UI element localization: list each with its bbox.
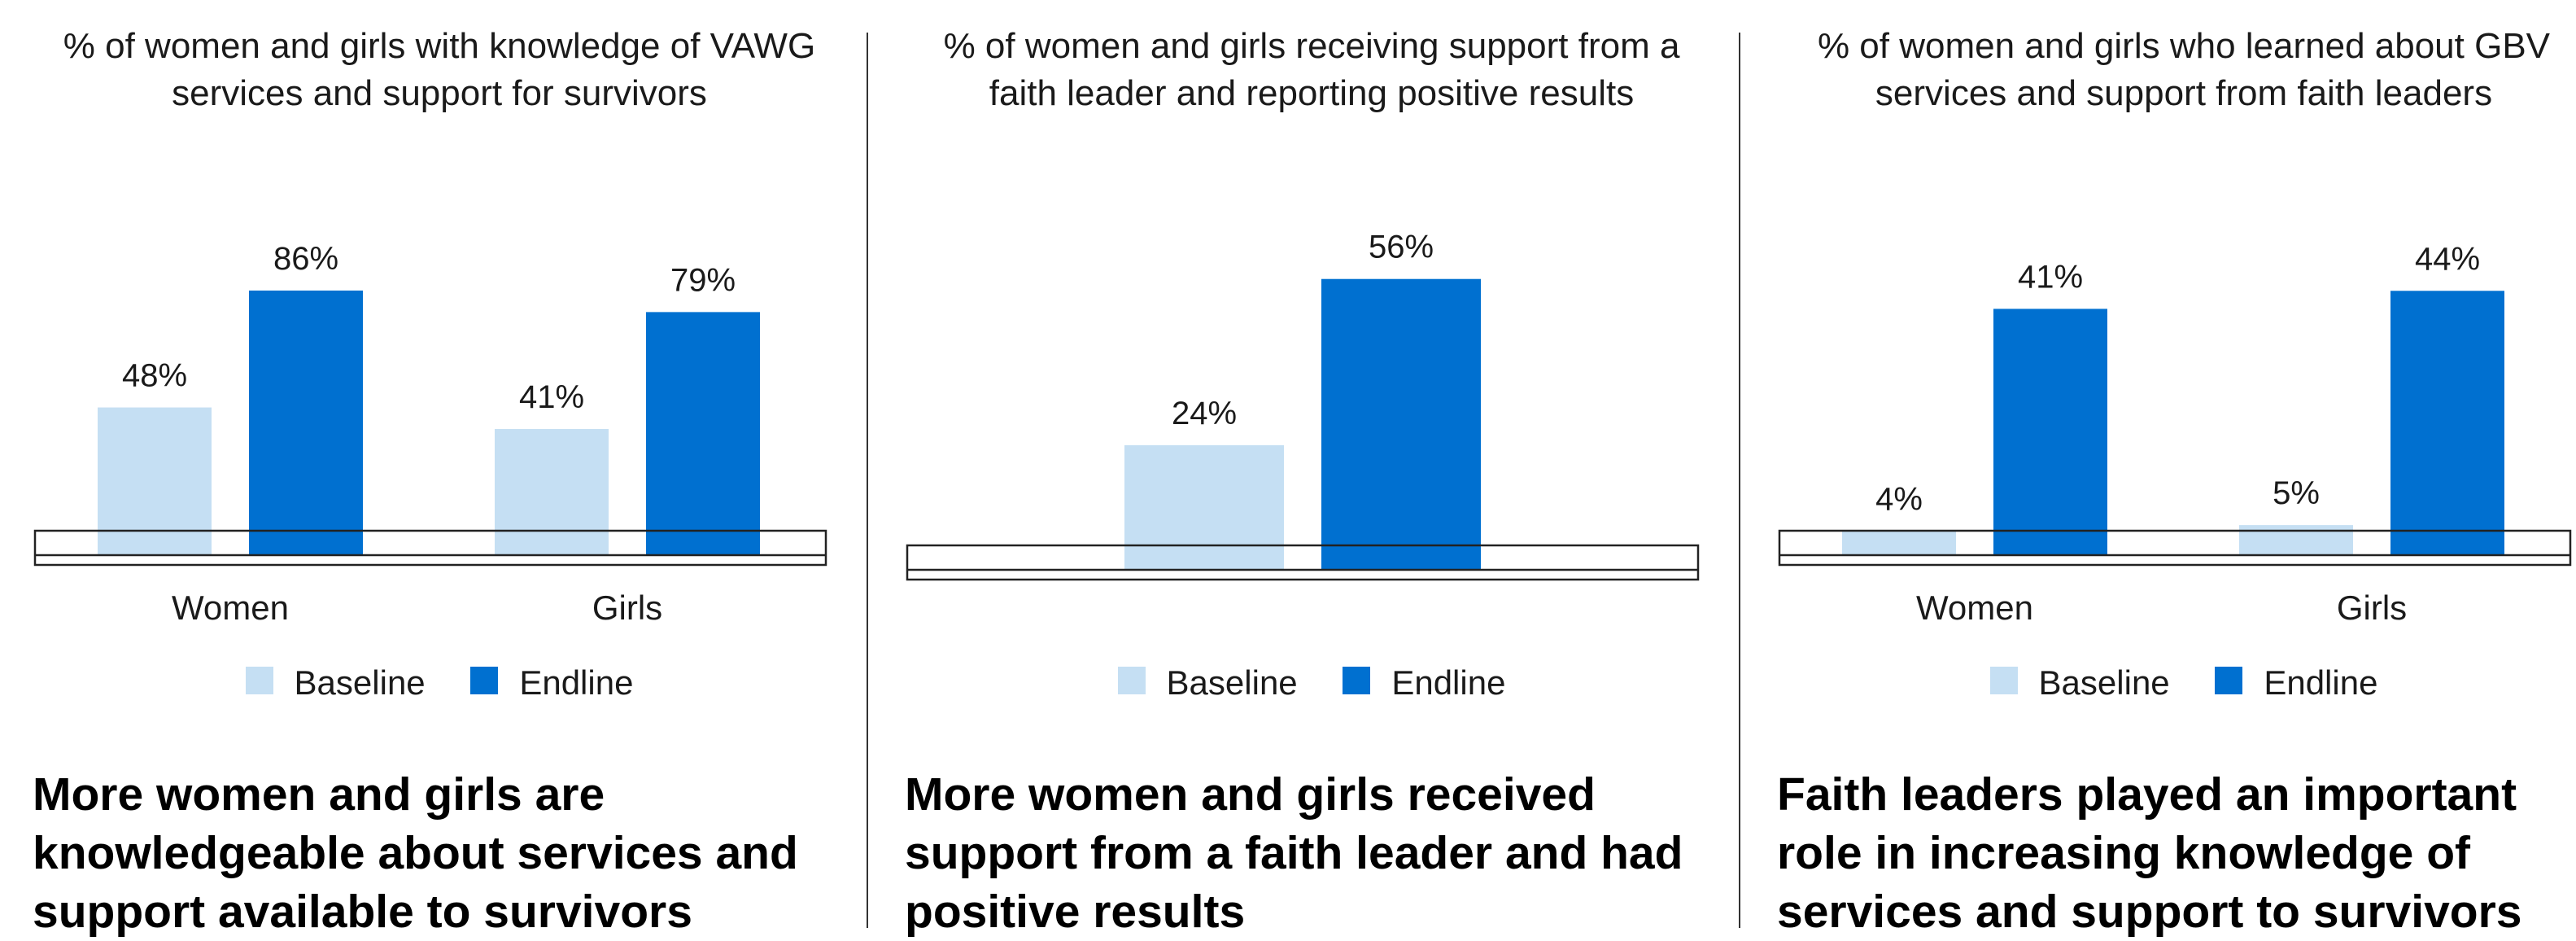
legend-item-baseline: Baseline: [245, 660, 426, 703]
chart-title: % of women and girls receiving support f…: [943, 26, 1680, 113]
legend-item-baseline: Baseline: [1989, 660, 2170, 703]
legend-label-endline: Endline: [519, 663, 634, 702]
panel-support: % of women and girls receiving support f…: [905, 0, 1718, 938]
legend-item-endline: Endline: [1343, 660, 1505, 703]
endline-bar: [249, 290, 363, 555]
baseline-value-label: 5%: [2273, 475, 2320, 511]
baseline-bar: [495, 429, 609, 555]
endline-value-label: 79%: [670, 262, 736, 298]
headline: More women and girls are knowledgeable a…: [33, 768, 798, 938]
axis-box: [906, 544, 1700, 581]
category-label: Women: [172, 589, 289, 627]
baseline-value-label: 4%: [1875, 481, 1923, 517]
endline-swatch: [2215, 667, 2243, 695]
panel-knowledge: % of women and girls with knowledge of V…: [33, 0, 846, 938]
legend-item-endline: Endline: [2215, 660, 2377, 703]
baseline-value-label: 41%: [519, 379, 584, 415]
baseline-bar: [98, 407, 212, 555]
baseline-bar: [2239, 525, 2353, 555]
category-label: Women: [1916, 589, 2033, 627]
endline-swatch: [470, 667, 499, 695]
endline-value-label: 41%: [2018, 259, 2083, 295]
panel-divider: [867, 33, 868, 928]
legend: Baseline Endline: [905, 659, 1718, 703]
axis-box: [1778, 529, 2572, 567]
legend-label-baseline: Baseline: [1166, 663, 1298, 702]
legend: Baseline Endline: [33, 659, 846, 703]
category-label: Girls: [592, 589, 662, 627]
endline-bar: [646, 312, 760, 555]
headline: More women and girls received support fr…: [905, 768, 1683, 938]
legend-label-baseline: Baseline: [2038, 663, 2170, 702]
baseline-swatch: [245, 667, 273, 695]
chart-title: % of women and girls with knowledge of V…: [63, 26, 816, 113]
endline-swatch: [1343, 667, 1371, 695]
axis-box: [33, 529, 827, 567]
baseline-bar: [1124, 444, 1284, 570]
endline-value-label: 56%: [1369, 230, 1434, 265]
headline: Faith leaders played an important role i…: [1777, 768, 2522, 938]
endline-bar: [2390, 291, 2504, 555]
legend-label-baseline: Baseline: [294, 663, 426, 702]
chart-title: % of women and girls who learned about G…: [1817, 26, 2551, 113]
baseline-swatch: [1117, 667, 1146, 695]
baseline-swatch: [1989, 667, 2018, 695]
legend-item-baseline: Baseline: [1117, 660, 1298, 703]
legend-label-endline: Endline: [1391, 663, 1506, 702]
legend-label-endline: Endline: [2264, 663, 2378, 702]
bar-chart: 4% 41% Women 5% 44% Girls: [1778, 241, 2572, 627]
baseline-bar: [1842, 531, 1956, 555]
endline-bar: [1321, 278, 1481, 570]
baseline-value-label: 48%: [122, 358, 187, 394]
bar-chart: 24% 56%: [906, 230, 1700, 581]
legend: Baseline Endline: [1777, 659, 2576, 703]
panel-divider: [1739, 33, 1740, 928]
panel-faith-leaders: % of women and girls who learned about G…: [1777, 0, 2576, 938]
baseline-value-label: 24%: [1172, 396, 1237, 431]
endline-value-label: 86%: [273, 241, 338, 277]
endline-value-label: 44%: [2415, 241, 2480, 277]
legend-item-endline: Endline: [470, 660, 633, 703]
category-label: Girls: [2337, 589, 2407, 627]
endline-bar: [1993, 309, 2107, 555]
bar-chart: 48% 86% Women 41% 79% Girls: [33, 241, 827, 627]
